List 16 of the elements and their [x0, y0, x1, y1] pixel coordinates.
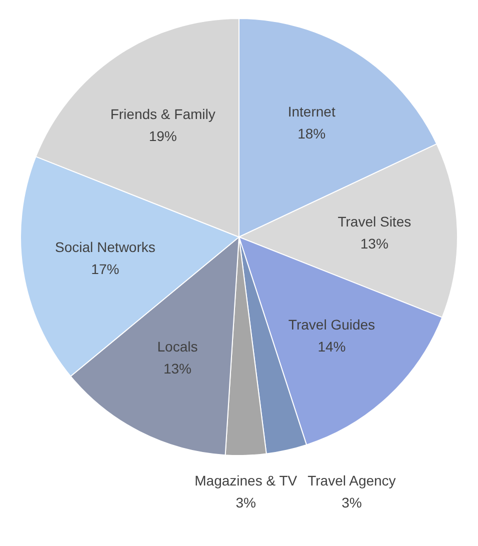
slice-label: Friends & Family — [110, 106, 216, 122]
data-label: 17% — [91, 261, 120, 278]
data-label: 13% — [163, 360, 192, 377]
slice-label: Travel Sites — [338, 214, 412, 230]
slice-label: Travel Guides — [288, 316, 376, 333]
data-label: 13% — [360, 236, 388, 252]
slice-label: Internet — [288, 103, 336, 120]
data-label: 3% — [236, 494, 256, 510]
data-label: 18% — [298, 125, 326, 142]
data-label: 19% — [148, 128, 177, 144]
slice-label: Social Networks — [55, 239, 156, 256]
data-label: 3% — [342, 494, 362, 510]
slice-label: Travel Agency — [308, 472, 396, 488]
data-label: 14% — [318, 338, 346, 355]
slice-label: Magazines & TV — [194, 472, 298, 488]
slice-label: Locals — [157, 338, 198, 355]
